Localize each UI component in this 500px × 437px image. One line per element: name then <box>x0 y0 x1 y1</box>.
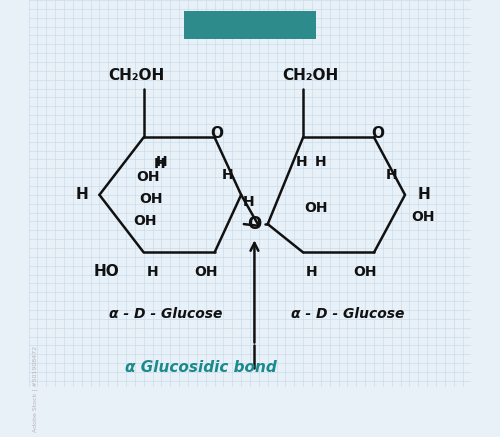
Text: H: H <box>315 155 326 169</box>
Text: α - D - Glucose: α - D - Glucose <box>109 308 222 322</box>
Text: CH₂OH: CH₂OH <box>108 68 165 83</box>
Text: α - D - Glucose: α - D - Glucose <box>290 308 404 322</box>
Text: H: H <box>154 157 166 171</box>
Text: O: O <box>248 215 262 233</box>
Text: OH: OH <box>136 170 160 184</box>
Text: H: H <box>222 168 234 182</box>
Text: H: H <box>418 187 431 202</box>
Text: OH: OH <box>411 210 434 224</box>
Text: OH: OH <box>134 215 157 229</box>
Text: OH: OH <box>304 201 328 215</box>
FancyBboxPatch shape <box>184 10 316 39</box>
Text: H: H <box>386 168 398 182</box>
Text: OH: OH <box>194 265 218 279</box>
Text: Adobe Stock | #501908472: Adobe Stock | #501908472 <box>33 345 38 432</box>
Text: HO: HO <box>94 264 120 279</box>
Text: O: O <box>210 126 223 141</box>
Text: H: H <box>306 265 318 279</box>
Text: H: H <box>296 155 307 169</box>
Text: OH: OH <box>354 265 377 279</box>
Text: O: O <box>371 126 384 141</box>
Text: H: H <box>242 195 254 209</box>
Text: H: H <box>147 265 158 279</box>
Text: CH₂OH: CH₂OH <box>282 68 339 83</box>
Text: α Glucosidic bond: α Glucosidic bond <box>126 360 277 375</box>
Text: H: H <box>76 187 88 202</box>
Text: H: H <box>156 155 167 169</box>
Text: OH: OH <box>139 192 162 206</box>
Text: Maltose: Maltose <box>200 15 300 35</box>
